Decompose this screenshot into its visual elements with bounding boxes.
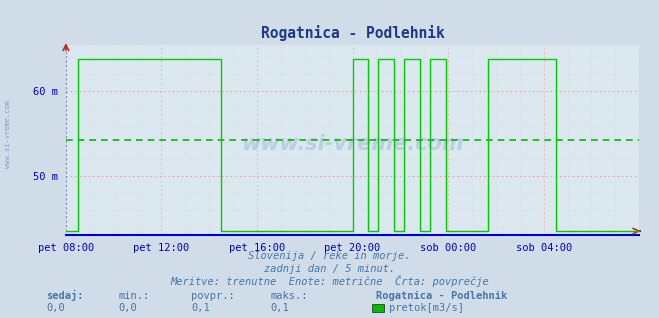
Text: Rogatnica - Podlehnik: Rogatnica - Podlehnik — [376, 291, 507, 301]
Text: 0,1: 0,1 — [270, 303, 289, 313]
Text: maks.:: maks.: — [270, 291, 308, 301]
Text: sedaj:: sedaj: — [46, 290, 84, 301]
Text: min.:: min.: — [119, 291, 150, 301]
Text: 0,0: 0,0 — [46, 303, 65, 313]
Text: Meritve: trenutne  Enote: metrične  Črta: povprečje: Meritve: trenutne Enote: metrične Črta: … — [170, 275, 489, 287]
Text: 0,0: 0,0 — [119, 303, 137, 313]
Text: pretok[m3/s]: pretok[m3/s] — [389, 303, 464, 313]
Text: 0,1: 0,1 — [191, 303, 210, 313]
Text: www.si-vreme.com: www.si-vreme.com — [241, 134, 464, 154]
Text: www.si-vreme.com: www.si-vreme.com — [5, 100, 11, 168]
Title: Rogatnica - Podlehnik: Rogatnica - Podlehnik — [261, 24, 444, 41]
Text: zadnji dan / 5 minut.: zadnji dan / 5 minut. — [264, 264, 395, 274]
Text: Slovenija / reke in morje.: Slovenija / reke in morje. — [248, 251, 411, 261]
Text: povpr.:: povpr.: — [191, 291, 235, 301]
